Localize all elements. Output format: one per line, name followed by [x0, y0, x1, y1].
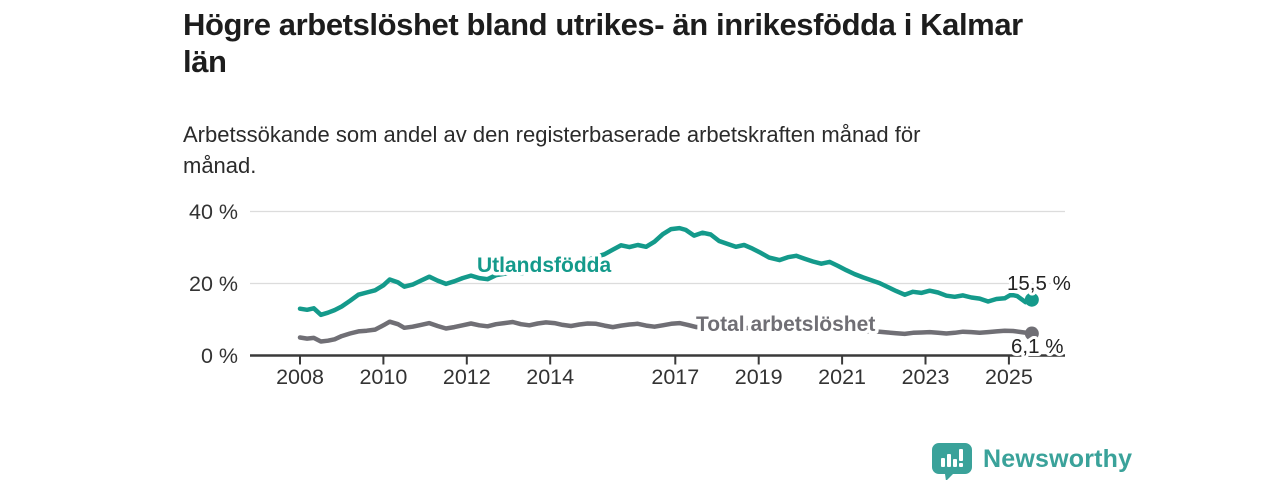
end-value-label-total: 6,1 %	[1011, 335, 1063, 358]
newsworthy-wordmark: Newsworthy	[983, 444, 1133, 473]
series-line-total	[297, 319, 1035, 344]
x-axis-label: 2023	[902, 365, 950, 389]
x-axis-label: 2019	[735, 365, 783, 389]
y-axis-label: 0 %	[201, 344, 238, 368]
x-axis-label: 2014	[526, 365, 574, 389]
x-axis-label: 2021	[818, 365, 866, 389]
x-axis-label: 2010	[359, 365, 407, 389]
x-axis-label: 2008	[276, 365, 324, 389]
series-end-dot	[1024, 326, 1039, 341]
newsworthy-branding: Newsworthy	[932, 443, 1132, 480]
y-axis-label: 20 %	[189, 272, 238, 296]
series-label-utlandsfodda: Utlandsfödda	[477, 254, 611, 277]
x-axis-label: 2012	[443, 365, 491, 389]
series-line-utlandsfodda	[297, 225, 1035, 318]
series-end-dot	[1024, 292, 1039, 307]
line-chart: 2008 2010 2012 2014 2017 2019 2021 2023 2025 0 % 2…	[180, 190, 1080, 395]
y-axis-label: 40 %	[189, 200, 238, 224]
x-axis-label: 2025	[985, 365, 1033, 389]
line-chart-svg: 2008 2010 2012 2014 2017 2019 2021 2023 2025 0 % 2…	[189, 200, 1074, 389]
end-value-label-utlandsfodda: 15,5 %	[1007, 272, 1071, 295]
chart-subtitle: Arbetssökande som andel av den registerb…	[183, 122, 921, 178]
newsworthy-logo-icon	[932, 443, 972, 480]
x-axis-label: 2017	[651, 365, 699, 389]
series-label-total: Total arbetslöshet	[696, 313, 875, 336]
chart-title: Högre arbetslöshet bland utrikes- än inr…	[183, 7, 1023, 79]
